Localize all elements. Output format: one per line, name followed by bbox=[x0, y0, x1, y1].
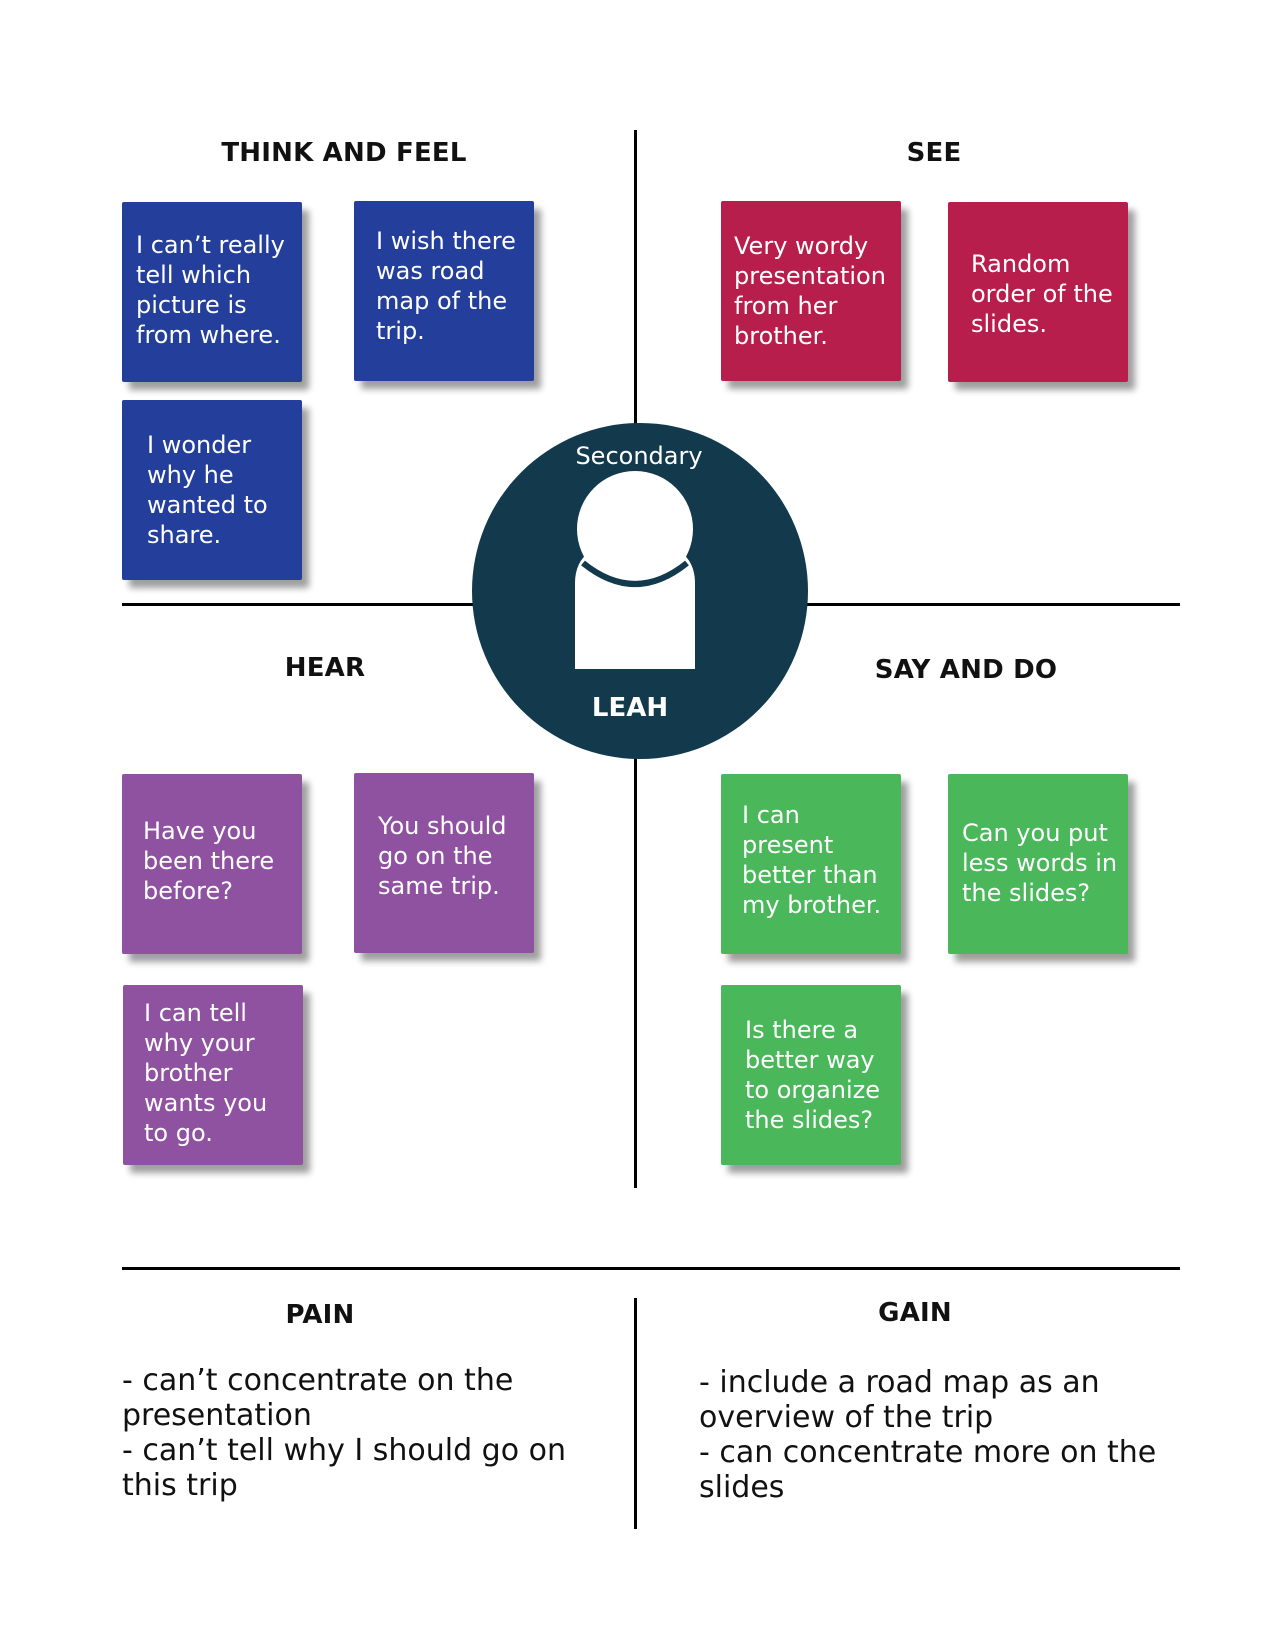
say-do-heading: SAY AND DO bbox=[874, 655, 1058, 685]
gain-list: - include a road map as an overview of t… bbox=[699, 1365, 1157, 1505]
sticky-note-see-1: Very wordy presentation from her brother… bbox=[721, 201, 901, 381]
horizontal-divider-left bbox=[122, 603, 474, 606]
sticky-note-say-do-1: I can present better than my brother. bbox=[721, 774, 901, 954]
note-text: Random order of the slides. bbox=[971, 250, 1113, 338]
sticky-note-see-2: Random order of the slides. bbox=[948, 202, 1128, 382]
sticky-note-think-feel-2: I wish there was road map of the trip. bbox=[354, 201, 534, 381]
gain-heading: GAIN bbox=[878, 1298, 952, 1328]
horizontal-divider-right bbox=[806, 603, 1180, 606]
sticky-note-say-do-3: Is there a better way to organize the sl… bbox=[721, 985, 901, 1165]
pain-heading: PAIN bbox=[285, 1300, 355, 1330]
sticky-note-hear-2: You should go on the same trip. bbox=[354, 773, 534, 953]
vertical-divider-top bbox=[634, 130, 637, 426]
persona-avatar: Secondary LEAH bbox=[472, 423, 808, 759]
note-text: Is there a better way to organize the sl… bbox=[745, 1016, 881, 1134]
note-text: Very wordy presentation from her brother… bbox=[734, 232, 886, 350]
pain-list: - can’t concentrate on the presentation … bbox=[122, 1363, 566, 1503]
vertical-divider-bottom bbox=[634, 1298, 637, 1529]
note-text: Have you been there before? bbox=[143, 817, 275, 905]
note-text: Can you put less words in the slides? bbox=[962, 819, 1118, 907]
note-text: I can tell why your brother wants you to… bbox=[144, 999, 268, 1147]
sticky-note-hear-1: Have you been there before? bbox=[122, 774, 302, 954]
note-text: I can’t really tell which picture is fro… bbox=[136, 231, 285, 349]
sticky-note-say-do-2: Can you put less words in the slides? bbox=[948, 774, 1128, 954]
persona-name: LEAH bbox=[591, 693, 669, 723]
sticky-note-think-feel-1: I can’t really tell which picture is fro… bbox=[122, 202, 302, 382]
sticky-note-think-feel-3: I wonder why he wanted to share. bbox=[122, 400, 302, 580]
person-silhouette-icon bbox=[575, 471, 695, 669]
note-text: I wish there was road map of the trip. bbox=[376, 227, 516, 345]
note-text: I wonder why he wanted to share. bbox=[147, 431, 268, 549]
horizontal-divider-bottom bbox=[122, 1267, 1180, 1270]
persona-role: Secondary bbox=[575, 442, 703, 470]
vertical-divider-middle bbox=[634, 755, 637, 1188]
sticky-note-hear-3: I can tell why your brother wants you to… bbox=[123, 985, 303, 1165]
think-feel-heading: THINK AND FEEL bbox=[221, 138, 467, 168]
hear-heading: HEAR bbox=[284, 653, 366, 683]
see-heading: SEE bbox=[906, 138, 962, 168]
note-text: You should go on the same trip. bbox=[378, 812, 507, 900]
note-text: I can present better than my brother. bbox=[742, 801, 882, 919]
